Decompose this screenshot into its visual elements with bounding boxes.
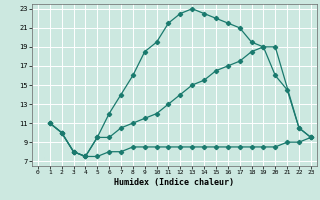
X-axis label: Humidex (Indice chaleur): Humidex (Indice chaleur) — [115, 178, 234, 187]
